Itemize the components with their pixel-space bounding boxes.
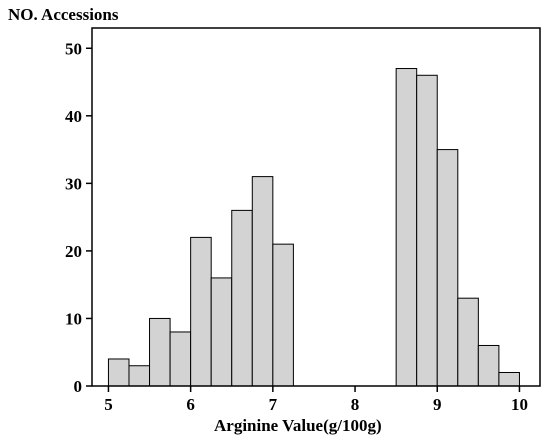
histogram-bar [149, 317, 171, 387]
histogram-bar [436, 149, 459, 387]
histogram-bar [395, 68, 418, 387]
histogram-bar [169, 331, 192, 387]
y-axis-title: NO. Accessions [8, 5, 119, 24]
x-tick-label: 5 [104, 395, 113, 414]
histogram-bar [210, 277, 233, 387]
histogram-bar [128, 365, 151, 387]
histogram-bar [272, 243, 294, 387]
x-ticks-group: 5 6 7 8 9 10 [104, 386, 528, 414]
axes-group [91, 27, 541, 387]
x-axis-title: Arginine Value(g/100g) [214, 416, 382, 435]
y-tick-label: 20 [65, 242, 82, 261]
x-tick-label: 10 [511, 395, 528, 414]
y-tick-label: 0 [74, 377, 83, 396]
y-tick-label: 50 [65, 39, 82, 58]
histogram-bar [231, 209, 253, 387]
x-tick-label: 8 [351, 395, 360, 414]
x-tick-label: 9 [433, 395, 442, 414]
histogram-bar [107, 358, 130, 387]
y-tick-label: 30 [65, 174, 82, 193]
histogram-bar [251, 176, 274, 387]
histogram-bar [498, 371, 520, 387]
x-tick-label: 7 [269, 395, 278, 414]
plot-frame [91, 27, 541, 387]
histogram-bar [477, 344, 500, 387]
y-tick-label: 10 [65, 309, 82, 328]
histogram-bar [416, 74, 438, 387]
bars-group [107, 68, 520, 387]
histogram-bar [190, 236, 212, 387]
histogram-bar [457, 297, 479, 387]
y-ticks-group: 0 10 20 30 40 50 [65, 39, 92, 396]
y-tick-label: 40 [65, 107, 82, 126]
x-tick-label: 6 [186, 395, 195, 414]
